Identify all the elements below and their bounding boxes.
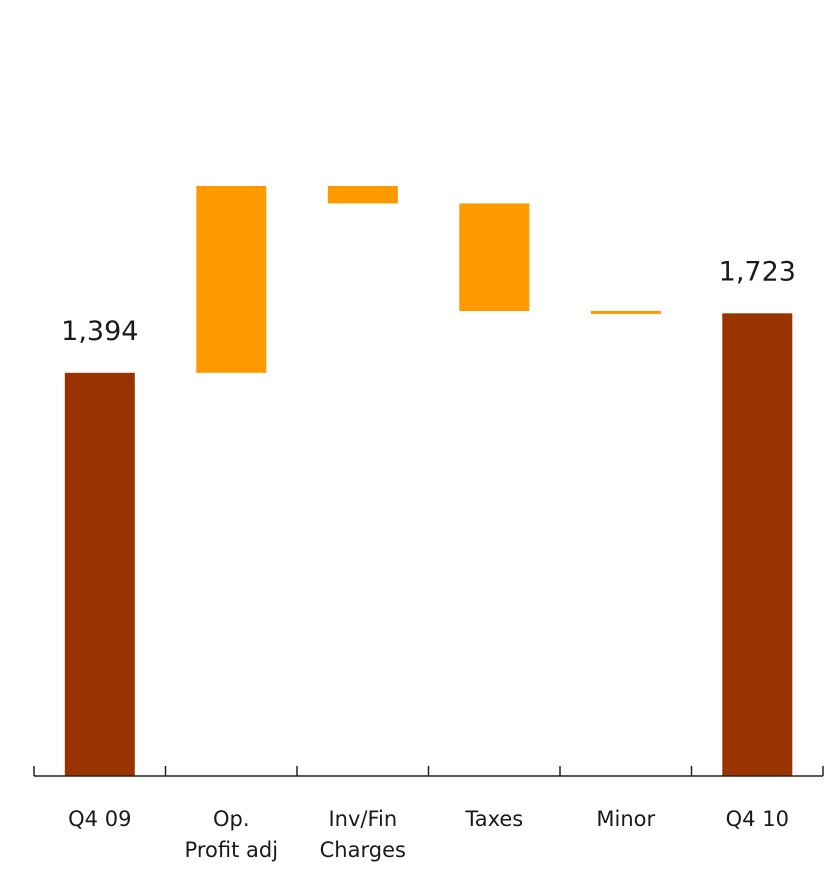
- data-labels-layer: 1,394 1,723: [61, 256, 796, 347]
- data-label-0: 1,394: [61, 316, 138, 347]
- x-tick-label-2-1: Charges: [320, 838, 406, 862]
- bar-5: [722, 313, 793, 776]
- x-tick-label-1-1: Profit adj: [185, 838, 279, 862]
- x-tick-label-2-0: Inv/Fin: [328, 807, 397, 831]
- x-tick-label-1-0: Op.: [213, 807, 250, 831]
- bar-1: [196, 186, 267, 373]
- x-axis: Q4 09 Op. Profit adj Inv/Fin Charges Taxes Min…: [33, 766, 824, 862]
- x-tick-label-3-0: Taxes: [464, 807, 523, 831]
- x-tick-label-5-0: Q4 10: [726, 807, 789, 831]
- bar-2: [327, 186, 398, 204]
- bar-0: [64, 372, 135, 776]
- data-label-5: 1,723: [719, 256, 796, 287]
- bar-3: [459, 203, 530, 311]
- bar-4: [590, 310, 661, 314]
- bars-layer: [64, 186, 793, 776]
- x-tick-label-0-0: Q4 09: [68, 807, 131, 831]
- x-tick-label-4-0: Minor: [596, 807, 655, 831]
